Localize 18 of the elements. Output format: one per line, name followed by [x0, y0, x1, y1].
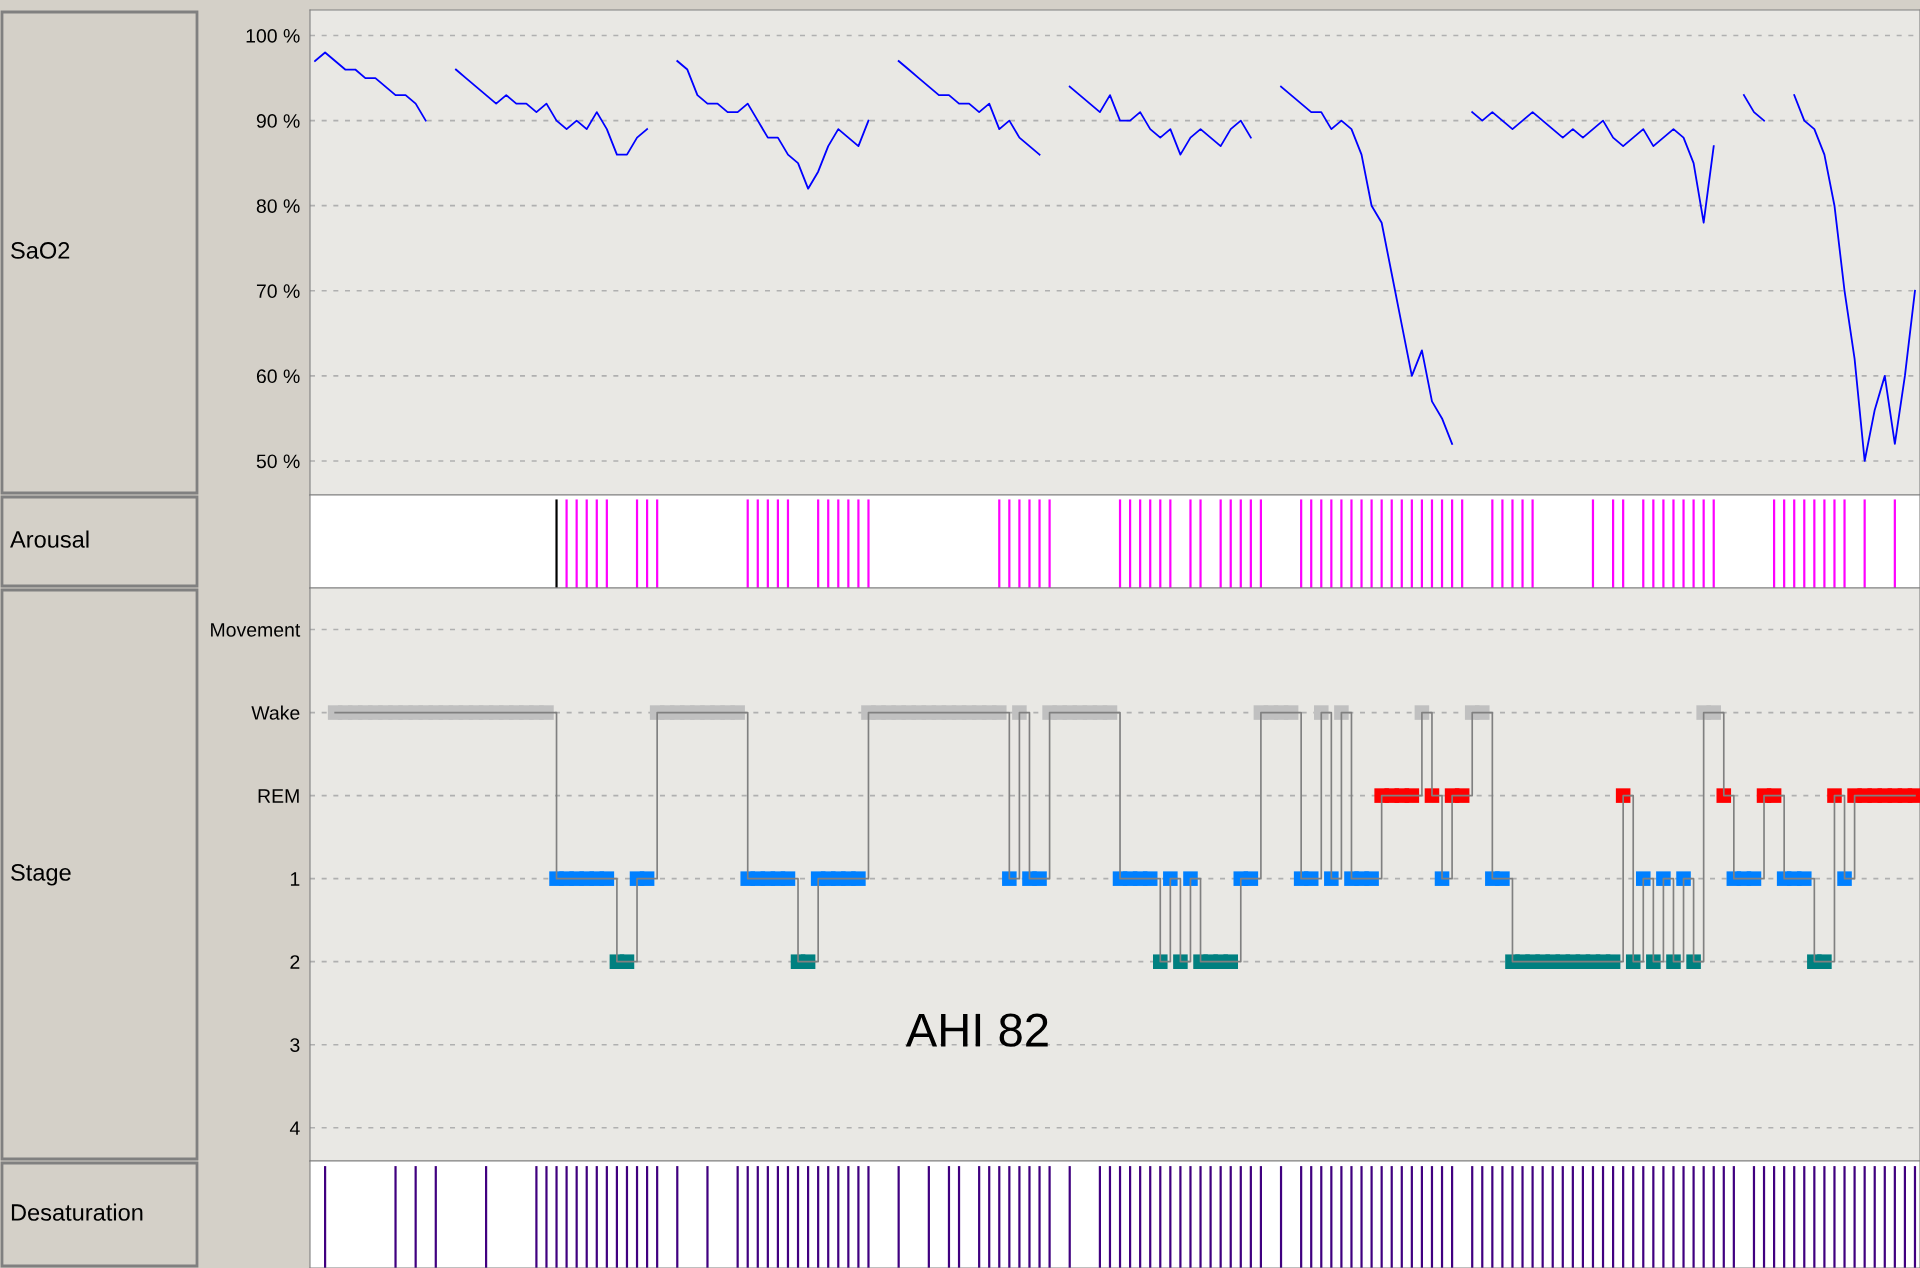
y-tick-label: 60 % [256, 369, 300, 384]
y-tick-label: Movement [211, 623, 301, 637]
y-tick-label: Wake [251, 705, 300, 720]
y-tick-label: 4 [289, 1121, 300, 1135]
y-tick-label: 90 % [256, 114, 300, 128]
y-axis-title: SaO2 [11, 242, 70, 259]
y-tick-label: 3 [290, 1038, 300, 1052]
annotation: AHI 82 [905, 1013, 1048, 1047]
y-tick-label: 1 [290, 872, 300, 886]
y-tick-label: 70 % [256, 284, 300, 299]
y-tick-label: 80 % [256, 199, 300, 213]
y-tick-label: 100 % [246, 28, 300, 43]
y-axis-title: Arousal [10, 530, 89, 548]
y-axis-title: Desaturation [11, 1203, 143, 1221]
y-tick-label: 50 % [256, 454, 300, 469]
y-tick-label: 2 [290, 955, 300, 969]
y-tick-label: REM [258, 789, 299, 803]
y-axis-title: Stage [11, 864, 71, 886]
